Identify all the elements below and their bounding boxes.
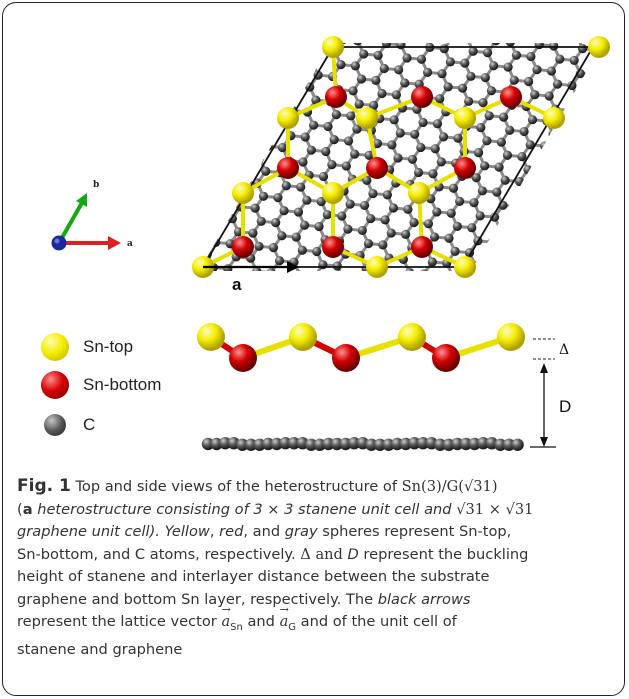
d-label: D — [559, 397, 571, 416]
caption-math: √31 × √31 — [456, 500, 534, 518]
lattice-vector-symbol: a — [221, 599, 230, 634]
caption-text: D — [347, 545, 359, 563]
lattice-vector-symbol: a — [280, 599, 289, 634]
stanene-top-view — [192, 36, 610, 278]
legend-item-sn-top: Sn-top — [41, 331, 133, 363]
graphene-top-view — [199, 43, 603, 271]
fig-label: Fig. 1 — [17, 476, 71, 496]
caption-text: and of the unit cell of — [296, 613, 457, 630]
legend-label: C — [83, 415, 96, 434]
side-view-graphene — [201, 437, 524, 451]
caption-text: represent the buckling — [358, 545, 529, 563]
caption-text: graphene and bottom Sn layer, respective… — [17, 590, 378, 608]
figure-caption: Fig. 1 Top and side views of the heteros… — [17, 475, 617, 662]
legend-label: Sn-bottom — [83, 375, 162, 394]
delta-label: Δ — [559, 342, 569, 358]
caption-line-5: height of stanene and interlayer distanc… — [17, 568, 490, 585]
caption-text: ( — [17, 500, 23, 518]
caption-line-7: represent the lattice vector aSn and aG … — [17, 599, 617, 639]
lattice-vector-a — [203, 261, 299, 273]
carbon-swatch — [44, 414, 66, 436]
legend-item-carbon: C — [41, 409, 95, 441]
legend-item-sn-bottom: Sn-bottom — [41, 369, 161, 401]
caption-text: , — [209, 523, 220, 540]
caption-text: red — [219, 523, 244, 540]
caption-subscript: G — [288, 621, 297, 633]
caption-text: , and — [243, 523, 285, 540]
caption-line-8: stanene and graphene — [17, 641, 183, 659]
side-view-atoms — [197, 323, 525, 372]
caption-line-6: graphene and bottom Sn layer, respective… — [17, 589, 617, 612]
caption-text: Sn-bottom, and C atoms, respectively. — [17, 545, 296, 563]
sn-bottom-swatch — [41, 371, 69, 399]
figure-graphic: a b a — [51, 36, 610, 451]
sn-top-swatch — [41, 333, 69, 361]
caption-text: heterostructure consisting of 3 × 3 stan… — [32, 500, 457, 518]
axis-triad — [51, 193, 121, 251]
axis-b-label: b — [93, 180, 99, 190]
caption-text: spheres represent Sn-top, — [317, 523, 512, 540]
caption-math: Sn(3)/G(√31) — [401, 478, 498, 495]
caption-text: Δ and — [295, 545, 348, 563]
caption-line-4: Sn-bottom, and C atoms, respectively. Δ … — [17, 544, 617, 567]
caption-text: Top and side views of the heterostructur… — [70, 478, 402, 495]
caption-subscript: Sn — [230, 621, 243, 633]
caption-text: and — [242, 613, 280, 630]
caption-line-2: (a heterostructure consisting of 3 × 3 s… — [17, 499, 617, 522]
caption-text: Yellow — [164, 523, 210, 540]
caption-text: graphene unit cell). — [17, 523, 165, 540]
caption-line-3: graphene unit cell). Yellow, red, and gr… — [17, 521, 617, 544]
caption-text: black arrows — [377, 590, 471, 608]
caption-line-1: Fig. 1 Top and side views of the heteros… — [17, 475, 617, 499]
dimension-annotations — [530, 338, 556, 448]
caption-text: represent the lattice vector — [17, 613, 222, 630]
lattice-vector-label: a — [232, 275, 242, 294]
axis-a-label: a — [127, 239, 133, 249]
legend-label: Sn-top — [83, 337, 134, 356]
caption-text: gray — [284, 523, 318, 540]
caption-panel-ref: a — [22, 500, 33, 518]
